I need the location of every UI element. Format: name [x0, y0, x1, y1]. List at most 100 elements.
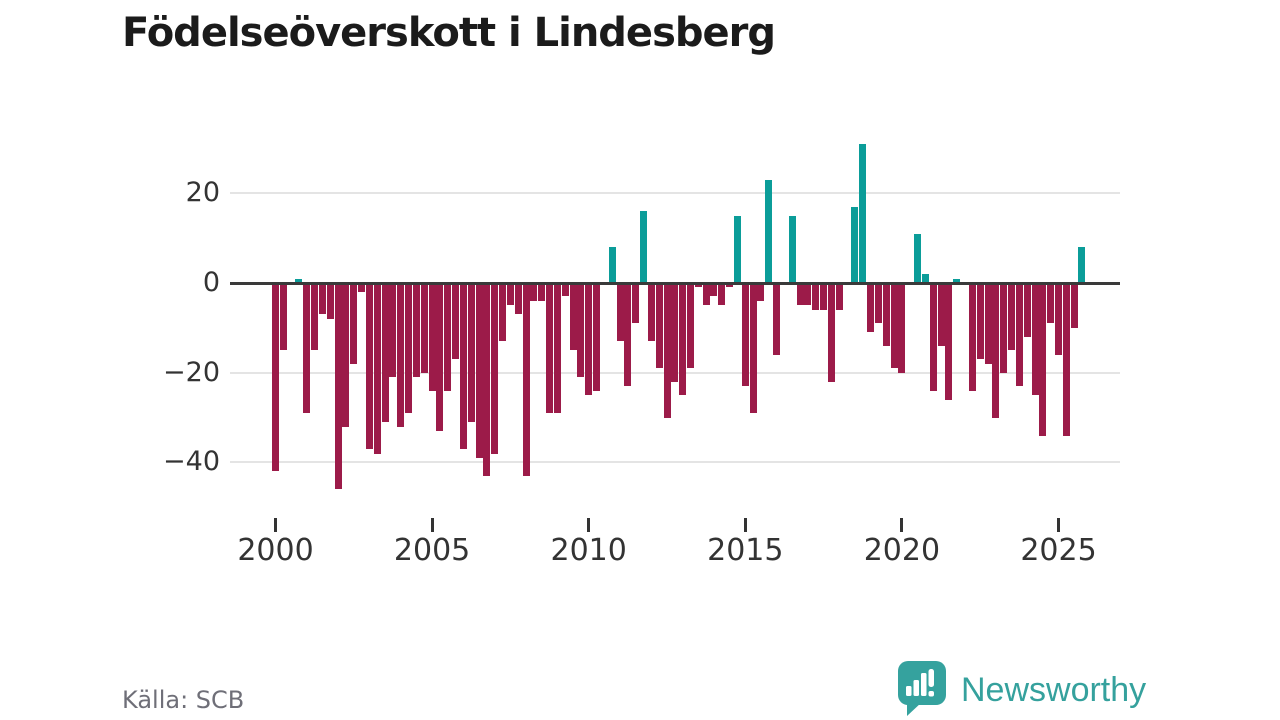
- bar: [358, 283, 366, 292]
- bar: [514, 283, 522, 315]
- bar: [397, 283, 405, 427]
- bar: [608, 247, 616, 283]
- bar: [420, 283, 428, 373]
- bar: [726, 283, 734, 288]
- bar: [788, 215, 796, 283]
- y-axis-labels: 20 0 −20 −40: [148, 140, 220, 500]
- bar: [428, 283, 436, 391]
- bar: [459, 283, 467, 450]
- bar: [295, 278, 303, 283]
- bar: [616, 283, 624, 342]
- bar: [1070, 283, 1078, 328]
- bar: [475, 283, 483, 458]
- bar: [1000, 283, 1008, 373]
- bar: [452, 283, 460, 360]
- x-tick: [430, 518, 434, 532]
- bar: [538, 283, 546, 301]
- bar: [577, 283, 585, 378]
- plot-area: 2000 2005 2010 2015 2020 2025: [230, 140, 1120, 580]
- x-tick-label: 2010: [550, 533, 627, 568]
- bar: [702, 283, 710, 306]
- bar: [647, 283, 655, 342]
- bar: [898, 283, 906, 373]
- bar: [632, 283, 640, 324]
- bar: [1062, 283, 1070, 436]
- bar: [640, 211, 647, 283]
- bar: [710, 283, 718, 297]
- bar: [569, 283, 577, 351]
- bar: [561, 283, 569, 297]
- bar: [1023, 283, 1031, 337]
- bar: [945, 283, 953, 400]
- bar: [585, 283, 593, 396]
- bar: [546, 283, 554, 414]
- bar: [859, 143, 867, 283]
- bar: [1008, 283, 1016, 351]
- bar: [467, 283, 475, 423]
- bar: [749, 283, 757, 414]
- bar: [694, 283, 702, 288]
- bar: [1031, 283, 1039, 396]
- bar: [655, 283, 663, 369]
- bar: [827, 283, 835, 382]
- bar: [812, 283, 820, 310]
- newsworthy-logo-text: Newsworthy: [961, 670, 1147, 709]
- bar: [412, 283, 420, 378]
- bar: [553, 283, 561, 414]
- y-tick-label: 0: [202, 267, 220, 298]
- bar: [350, 283, 358, 364]
- bar: [365, 283, 373, 450]
- x-tick: [274, 518, 277, 532]
- source-caption: Källa: SCB: [122, 686, 245, 714]
- bar: [757, 283, 765, 301]
- bar: [765, 179, 773, 283]
- x-tick-label: 2005: [393, 533, 471, 568]
- gridline: [230, 461, 1120, 464]
- bar: [671, 283, 679, 382]
- bar: [593, 283, 601, 391]
- y-tick-label: −20: [163, 356, 220, 388]
- bar: [992, 283, 1000, 418]
- bar: [522, 283, 530, 476]
- x-tick: [1057, 518, 1060, 532]
- bar: [804, 283, 812, 306]
- bar: [436, 283, 444, 432]
- bar: [303, 283, 311, 414]
- bar: [984, 283, 992, 364]
- bar: [867, 283, 875, 333]
- bar: [311, 283, 319, 351]
- bar: [663, 283, 671, 418]
- bar: [874, 283, 882, 324]
- x-tick-label: 2025: [1020, 533, 1097, 568]
- bar: [318, 283, 326, 315]
- x-tick-label: 2000: [237, 533, 314, 568]
- bar: [968, 283, 976, 391]
- bar: [679, 283, 687, 396]
- bar: [914, 233, 922, 283]
- bar: [937, 283, 945, 346]
- bar: [741, 283, 749, 387]
- zero-line: [230, 281, 1120, 285]
- y-tick-label: −40: [163, 446, 220, 478]
- bar: [405, 283, 413, 414]
- bar: [718, 283, 726, 306]
- gridline: [230, 192, 1120, 195]
- newsworthy-speech-bubble-chart-icon: [897, 660, 949, 720]
- bar: [1078, 247, 1086, 283]
- bar: [373, 283, 381, 454]
- bar: [953, 278, 961, 283]
- bar: [796, 283, 804, 306]
- bar: [851, 206, 859, 283]
- bar: [530, 283, 538, 301]
- bar: [1015, 283, 1023, 387]
- x-tick: [743, 518, 747, 532]
- bar: [444, 283, 452, 391]
- x-tick: [900, 518, 904, 532]
- x-tick-label: 2020: [863, 533, 941, 568]
- bar: [624, 283, 632, 387]
- bar: [1055, 283, 1062, 355]
- bar: [976, 283, 984, 360]
- bar: [835, 283, 843, 310]
- bar: [389, 283, 397, 378]
- bar: [1039, 283, 1047, 436]
